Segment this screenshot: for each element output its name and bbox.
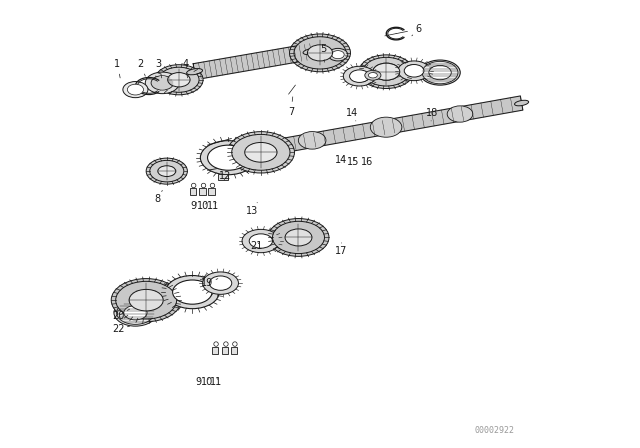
Text: 9: 9 xyxy=(195,377,201,387)
Ellipse shape xyxy=(116,281,177,319)
Ellipse shape xyxy=(210,183,215,188)
Ellipse shape xyxy=(227,132,294,173)
Ellipse shape xyxy=(242,229,280,253)
Ellipse shape xyxy=(207,145,249,170)
Text: 11: 11 xyxy=(210,377,222,387)
Text: 11: 11 xyxy=(207,201,220,211)
Text: 10: 10 xyxy=(197,201,210,211)
Text: 5: 5 xyxy=(321,44,326,62)
Text: 17: 17 xyxy=(335,243,348,256)
Ellipse shape xyxy=(123,82,148,98)
Text: 14: 14 xyxy=(335,155,348,165)
Ellipse shape xyxy=(268,144,282,150)
Ellipse shape xyxy=(268,219,329,256)
Ellipse shape xyxy=(515,100,529,106)
Ellipse shape xyxy=(165,276,219,309)
Ellipse shape xyxy=(379,67,394,76)
Ellipse shape xyxy=(249,234,273,248)
Ellipse shape xyxy=(373,63,400,80)
Bar xyxy=(218,174,228,180)
Bar xyxy=(212,347,218,354)
Ellipse shape xyxy=(232,134,290,170)
Ellipse shape xyxy=(124,306,147,320)
Bar xyxy=(189,188,196,195)
Polygon shape xyxy=(274,96,523,154)
Text: 8: 8 xyxy=(155,190,163,204)
Bar xyxy=(222,347,228,354)
Ellipse shape xyxy=(420,60,460,85)
Ellipse shape xyxy=(200,141,256,175)
Ellipse shape xyxy=(127,84,143,95)
Ellipse shape xyxy=(363,57,410,86)
Bar xyxy=(209,188,215,195)
Ellipse shape xyxy=(307,45,333,61)
Text: 19: 19 xyxy=(201,278,218,288)
Text: 4: 4 xyxy=(182,59,189,78)
Ellipse shape xyxy=(289,34,351,72)
Ellipse shape xyxy=(285,229,312,246)
Text: 1: 1 xyxy=(115,59,120,78)
Ellipse shape xyxy=(201,183,206,188)
Text: 13: 13 xyxy=(246,202,258,215)
Ellipse shape xyxy=(151,76,173,90)
Text: 7: 7 xyxy=(288,97,294,117)
Ellipse shape xyxy=(214,342,218,346)
Ellipse shape xyxy=(404,65,424,77)
Ellipse shape xyxy=(422,61,458,84)
Ellipse shape xyxy=(111,279,181,322)
Ellipse shape xyxy=(116,301,154,324)
Ellipse shape xyxy=(114,299,157,326)
Ellipse shape xyxy=(187,69,202,75)
Ellipse shape xyxy=(159,67,199,92)
Ellipse shape xyxy=(447,106,473,122)
Ellipse shape xyxy=(168,73,190,87)
Text: 10: 10 xyxy=(201,377,213,387)
Ellipse shape xyxy=(145,72,179,94)
Ellipse shape xyxy=(328,48,348,61)
Ellipse shape xyxy=(191,183,196,188)
Ellipse shape xyxy=(398,61,430,81)
Text: 3: 3 xyxy=(156,59,162,78)
Ellipse shape xyxy=(273,221,324,254)
Polygon shape xyxy=(193,43,312,80)
Text: 14: 14 xyxy=(346,108,358,121)
Ellipse shape xyxy=(371,117,402,137)
Ellipse shape xyxy=(365,70,381,80)
Ellipse shape xyxy=(173,280,212,304)
Ellipse shape xyxy=(343,66,376,86)
Text: 12: 12 xyxy=(219,171,231,181)
Text: 9: 9 xyxy=(191,201,197,211)
Ellipse shape xyxy=(303,48,319,55)
Ellipse shape xyxy=(244,142,277,162)
Ellipse shape xyxy=(155,65,203,95)
Text: 21: 21 xyxy=(250,241,262,250)
Ellipse shape xyxy=(224,342,228,346)
Text: 20: 20 xyxy=(112,309,130,321)
Ellipse shape xyxy=(373,63,400,80)
Ellipse shape xyxy=(150,160,184,182)
Text: 22: 22 xyxy=(112,324,130,334)
Text: 00002922: 00002922 xyxy=(475,426,515,435)
Ellipse shape xyxy=(209,276,232,290)
Ellipse shape xyxy=(158,166,176,177)
Ellipse shape xyxy=(359,55,413,89)
Ellipse shape xyxy=(233,342,237,346)
Ellipse shape xyxy=(146,158,188,184)
Ellipse shape xyxy=(369,73,378,78)
Ellipse shape xyxy=(298,132,326,149)
Ellipse shape xyxy=(349,70,369,82)
Text: 2: 2 xyxy=(138,59,145,76)
Ellipse shape xyxy=(129,289,163,311)
Text: 16: 16 xyxy=(361,157,373,167)
Ellipse shape xyxy=(203,272,239,294)
Bar xyxy=(231,347,237,354)
Ellipse shape xyxy=(429,65,451,80)
Text: 6: 6 xyxy=(412,24,422,36)
Ellipse shape xyxy=(332,51,344,59)
Bar xyxy=(200,188,206,195)
Ellipse shape xyxy=(294,37,346,69)
Text: 18: 18 xyxy=(426,108,438,121)
Text: 15: 15 xyxy=(348,157,360,167)
